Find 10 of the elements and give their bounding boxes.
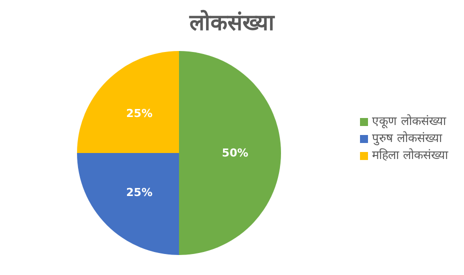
data-label: 25% bbox=[126, 186, 153, 200]
pie-slice bbox=[77, 51, 179, 153]
legend-label: पुरुष लोकसंख्या bbox=[372, 131, 442, 145]
pie-slice bbox=[77, 153, 179, 255]
data-label: 25% bbox=[126, 106, 153, 120]
data-label: 50% bbox=[222, 146, 248, 160]
legend-label: एकूण लोकसंख्या bbox=[372, 114, 446, 128]
chart-title: लोकसंख्या bbox=[188, 8, 276, 36]
pie-slice bbox=[179, 51, 281, 255]
legend-label: महिला लोकसंख्या bbox=[372, 148, 448, 162]
